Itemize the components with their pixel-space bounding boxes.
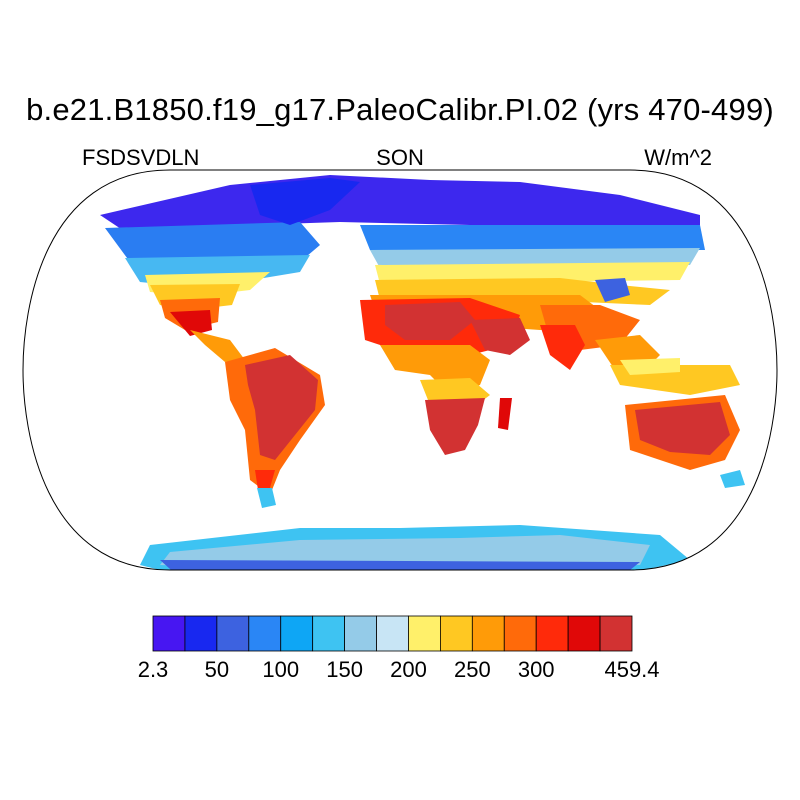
- globe-outline: [22, 169, 778, 571]
- colorbar-swatch: [376, 615, 409, 652]
- colorbar-swatch: [344, 615, 377, 652]
- greenland-field: [250, 178, 360, 225]
- colorbar-tick-label: 200: [390, 657, 427, 682]
- africa-field: [360, 298, 520, 455]
- colorbar-tick-label: 300: [517, 657, 555, 682]
- season-label: SON: [376, 145, 424, 170]
- colorbar: [152, 615, 633, 652]
- colorbar-swatch: [248, 615, 282, 652]
- colorbar-swatch: [312, 615, 345, 652]
- colorbar-swatch: [503, 615, 537, 652]
- north-america-field: [105, 222, 320, 362]
- colorbar-swatch: [535, 615, 569, 652]
- southeast-asia-field: [595, 335, 740, 395]
- colorbar-tick-label: 250: [453, 657, 491, 682]
- middle-east-field: [470, 318, 585, 370]
- colorbar-swatch: [152, 615, 186, 652]
- variable-name: FSDSVDLN: [82, 145, 200, 170]
- colorbar-swatch: [439, 615, 473, 652]
- colorbar-swatch: [184, 615, 218, 652]
- colorbar-swatch: [599, 615, 633, 652]
- colorbar-swatch: [567, 615, 601, 652]
- globe: [100, 175, 745, 570]
- australia-field: [625, 395, 745, 488]
- colorbar-swatch: [280, 615, 314, 652]
- units-label: W/m^2: [644, 145, 712, 170]
- colorbar-tick-label: 2.3: [137, 657, 169, 682]
- colorbar-swatch: [408, 615, 441, 652]
- colorbar-tick-label: 459.4: [604, 657, 660, 682]
- colorbar-tick-label: 100: [262, 657, 300, 682]
- eurasia-field: [360, 225, 705, 350]
- colorbar-tick-label: 50: [204, 657, 230, 682]
- south-america-field: [225, 348, 325, 508]
- arctic-field: [100, 175, 700, 235]
- antarctica-field: [140, 525, 690, 570]
- colorbar-tick-label: 150: [326, 657, 363, 682]
- colorbar-swatch: [216, 615, 250, 652]
- plot-title: b.e21.B1850.f19_g17.PaleoCalibr.PI.02 (y…: [26, 92, 774, 127]
- colorbar-swatch: [471, 615, 505, 652]
